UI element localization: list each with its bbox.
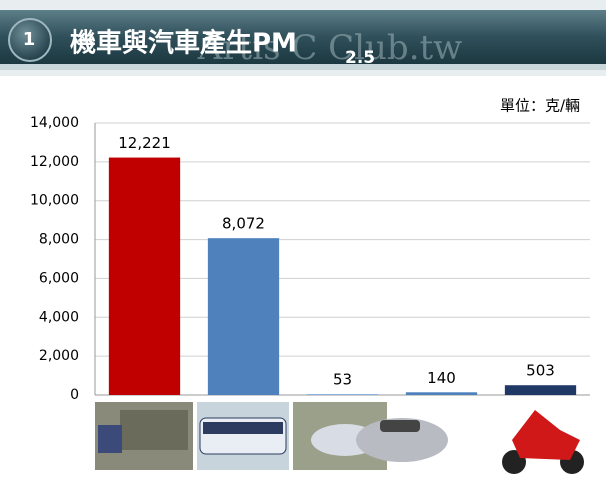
car — [356, 418, 448, 462]
y-tick-label: 12,000 — [30, 154, 79, 170]
unit-label: 單位：克/輛 — [500, 97, 580, 115]
title-subscript: 2.5 — [345, 48, 375, 68]
value-label: 503 — [526, 362, 555, 380]
bar — [306, 393, 379, 395]
value-label: 8,072 — [222, 215, 265, 233]
header-band — [0, 10, 606, 64]
value-label: 12,221 — [118, 134, 171, 152]
y-tick-label: 2,000 — [39, 348, 79, 364]
vehicle-images — [95, 402, 584, 474]
chart-title: 機車與汽車產生PM — [70, 28, 297, 59]
truck-cab — [98, 425, 122, 453]
bar — [405, 392, 478, 395]
y-tick-label: 14,000 — [30, 115, 79, 131]
value-label: 53 — [333, 370, 352, 388]
car-window — [380, 420, 420, 432]
badge-number: 1 — [23, 29, 36, 50]
truck-box — [120, 410, 188, 450]
badge — [8, 18, 52, 62]
y-tick-label: 8,000 — [39, 232, 79, 248]
y-tick-label: 4,000 — [39, 309, 79, 325]
y-tick-label: 10,000 — [30, 193, 79, 209]
bus-windows — [203, 422, 283, 434]
bar — [504, 385, 577, 395]
y-tick-label: 0 — [70, 387, 79, 403]
moto-body — [512, 410, 580, 460]
value-label: 140 — [427, 369, 456, 387]
bar — [207, 238, 280, 395]
bar — [108, 157, 181, 395]
y-tick-label: 6,000 — [39, 270, 79, 286]
header-strip — [0, 64, 606, 70]
watermark: Artis C Club.tw — [197, 28, 463, 68]
